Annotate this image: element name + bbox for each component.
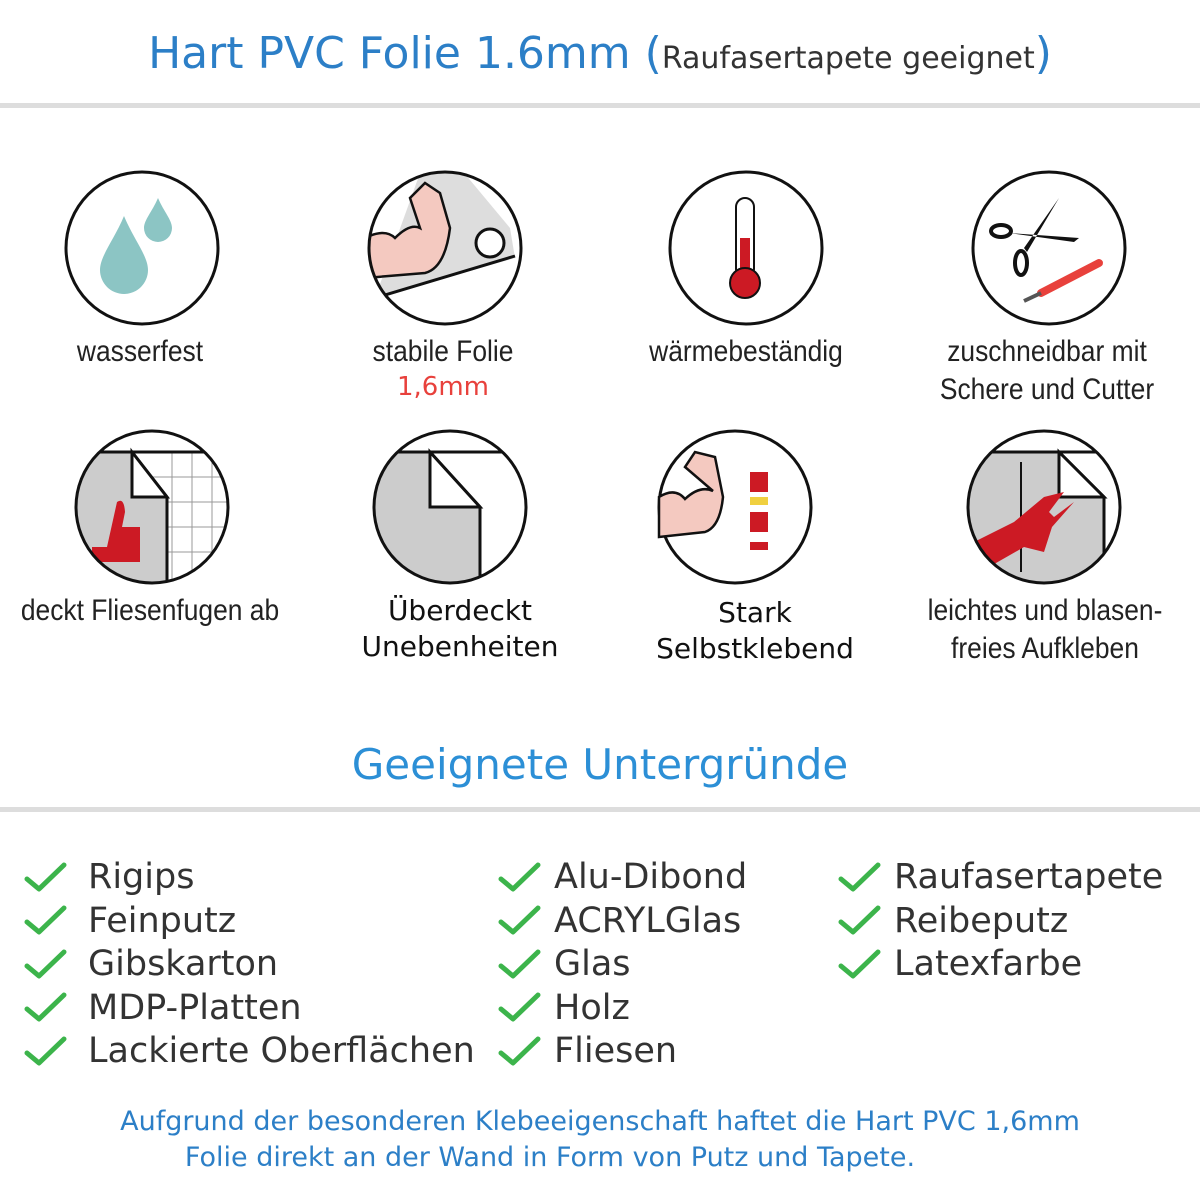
surface-label: Glas: [554, 944, 631, 984]
surface-item: Lackierte Oberflächen: [24, 1030, 475, 1074]
section-title: Geeignete Untergründe: [351, 740, 849, 789]
feature-label: deckt Fliesenfugen ab: [20, 594, 280, 627]
check-icon: [838, 905, 881, 935]
water-drops-icon: [64, 170, 220, 326]
check-icon: [498, 949, 541, 979]
surface-item: Holz: [498, 987, 747, 1031]
footer-note-line: Folie direkt an der Wand in Form von Put…: [184, 1142, 916, 1173]
surface-item: ACRYLGlas: [498, 900, 747, 944]
surface-label: Gibskarton: [88, 944, 279, 984]
check-icon: [838, 862, 881, 892]
feature-label: zuschneidbar mit Schere und Cutter: [939, 335, 1155, 406]
check-icon: [838, 949, 881, 979]
surface-list-1: Rigips Feinputz Gibskarton MDP-Platten Lacki…: [24, 856, 475, 1074]
surface-label: Lackierte Oberflächen: [88, 1031, 475, 1071]
check-icon: [24, 949, 67, 979]
surface-item: MDP-Platten: [24, 987, 475, 1031]
paren: ): [1034, 28, 1052, 79]
feature-label: stabile Folie: [372, 335, 514, 368]
surface-label: Feinputz: [88, 900, 237, 941]
check-icon: [24, 862, 67, 892]
surface-label: Reibeputz: [894, 900, 1069, 941]
check-icon: [24, 1036, 67, 1066]
divider: [0, 807, 1200, 812]
foil-corner-icon: [372, 429, 528, 585]
feature-label: wärmebeständig: [649, 335, 843, 368]
thermometer-icon: [668, 170, 824, 326]
thumbs-up-tiles-icon: [74, 429, 230, 585]
footer-note-line: Aufgrund der besonderen Klebeeigenschaft…: [120, 1106, 1080, 1137]
scissors-cutter-icon: [971, 170, 1127, 326]
surface-label: Rigips: [88, 857, 195, 897]
divider: [0, 103, 1200, 108]
title-main: Hart PVC Folie 1.6mm: [148, 28, 631, 79]
surface-label: Fliesen: [554, 1031, 678, 1071]
page-title: Hart PVC Folie 1.6mm (Raufasertapete gee…: [0, 28, 1200, 79]
surface-label: ACRYLGlas: [554, 900, 742, 941]
feature-label: leichtes und blasen-freies Aufkleben: [927, 594, 1163, 665]
feature-sublabel: 1,6mm: [396, 372, 489, 402]
check-icon: [24, 905, 67, 935]
surface-item: Rigips: [24, 856, 475, 900]
surface-list-3: Raufasertapete Reibeputz Latexfarbe: [838, 856, 1163, 987]
hand-smoothing-icon: [966, 429, 1122, 585]
check-icon: [498, 992, 541, 1022]
check-icon: [498, 1036, 541, 1066]
paren: (: [644, 28, 662, 79]
surface-list-2: Alu-Dibond ACRYLGlas Glas Holz Fliesen: [498, 856, 747, 1074]
surface-label: Holz: [554, 987, 630, 1028]
surface-item: Latexfarbe: [838, 943, 1163, 987]
surface-item: Reibeputz: [838, 900, 1163, 944]
feature-label: wasserfest: [76, 335, 204, 368]
check-icon: [498, 905, 541, 935]
surface-item: Glas: [498, 943, 747, 987]
title-subtitle: Raufasertapete geeignet: [661, 41, 1035, 76]
strong-arm-glue-icon: [657, 429, 813, 585]
surface-label: Latexfarbe: [894, 944, 1083, 984]
surface-item: Alu-Dibond: [498, 856, 747, 900]
check-icon: [498, 862, 541, 892]
check-icon: [24, 992, 67, 1022]
surface-item: Fliesen: [498, 1030, 747, 1074]
feature-label: Überdeckt Unebenheiten: [361, 594, 559, 663]
surface-item: Feinputz: [24, 900, 475, 944]
surface-label: Raufasertapete: [894, 857, 1164, 897]
surface-label: MDP-Platten: [88, 987, 302, 1028]
strong-arm-foil-icon: [367, 170, 523, 326]
surface-item: Raufasertapete: [838, 856, 1163, 900]
surface-label: Alu-Dibond: [554, 857, 748, 897]
surface-item: Gibskarton: [24, 943, 475, 987]
feature-label: Stark Selbstklebend: [656, 596, 854, 665]
